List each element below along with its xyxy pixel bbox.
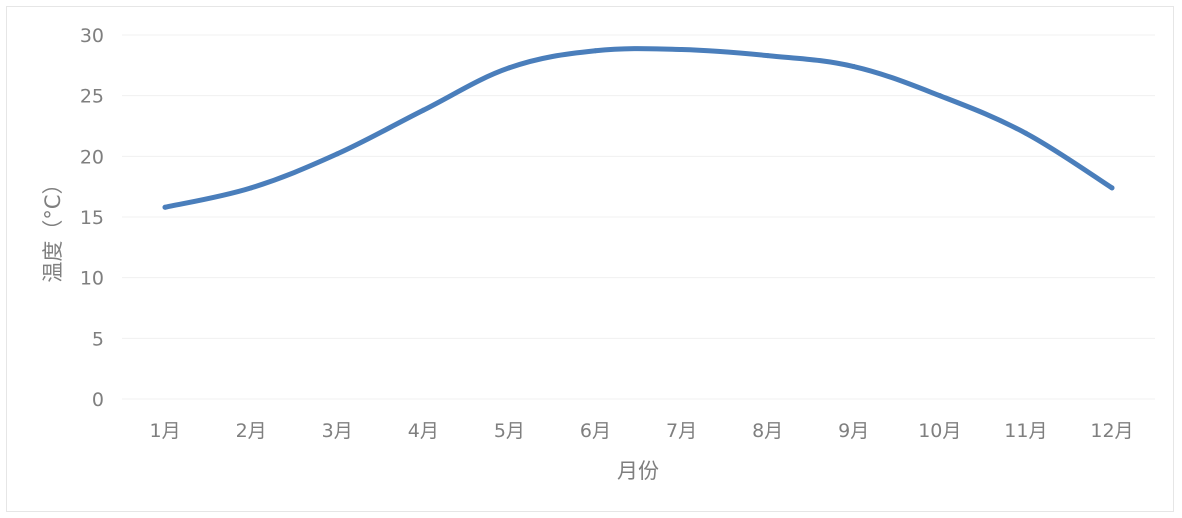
data-point [937, 93, 943, 99]
x-tick-label: 5月 [494, 420, 525, 442]
x-tick-label: 7月 [666, 420, 697, 442]
y-tick-label: 20 [80, 146, 104, 168]
y-axis-ticks: 0 5 10 15 20 25 30 [80, 25, 104, 411]
x-tick-label: 3月 [322, 420, 353, 442]
x-axis-label: 月份 [617, 459, 659, 483]
gridlines [122, 34, 1155, 400]
data-point [248, 185, 254, 191]
data-point [1109, 185, 1115, 191]
data-point [506, 65, 512, 71]
series-line [162, 46, 1115, 210]
chart-frame [6, 6, 1174, 512]
y-tick-label: 0 [92, 389, 104, 411]
data-point [592, 48, 598, 54]
y-tick-label: 5 [92, 328, 104, 350]
y-tick-label: 30 [80, 25, 104, 47]
x-tick-label: 10月 [918, 420, 961, 442]
x-tick-label: 12月 [1090, 420, 1133, 442]
x-tick-label: 4月 [408, 420, 439, 442]
x-tick-label: 1月 [149, 420, 180, 442]
x-tick-label: 9月 [838, 420, 869, 442]
data-point [1023, 130, 1029, 136]
data-point [851, 64, 857, 70]
data-point [162, 204, 168, 210]
data-point [679, 47, 685, 53]
y-tick-label: 25 [80, 86, 104, 108]
y-tick-label: 10 [80, 268, 104, 290]
x-axis-ticks: 1月 2月 3月 4月 5月 6月 7月 8月 9月 10月 11月 12月 [149, 420, 1133, 442]
y-axis-label: 温度（°C） [41, 173, 65, 282]
x-tick-label: 2月 [236, 420, 267, 442]
series-group [162, 46, 1115, 210]
x-tick-label: 8月 [752, 420, 783, 442]
x-tick-label: 6月 [580, 420, 611, 442]
data-point [334, 151, 340, 157]
data-point [765, 53, 771, 59]
y-tick-label: 15 [80, 207, 104, 229]
x-tick-label: 11月 [1004, 420, 1047, 442]
data-point [420, 107, 426, 113]
